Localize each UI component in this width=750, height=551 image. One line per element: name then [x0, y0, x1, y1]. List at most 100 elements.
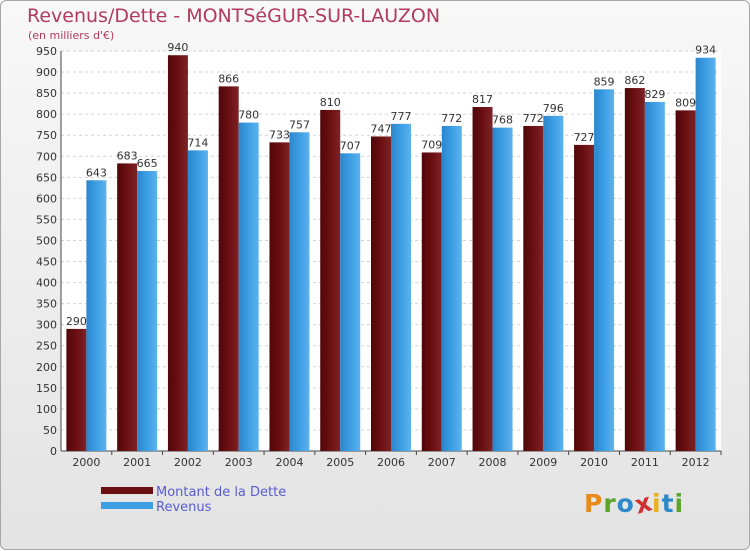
- y-tick-label: 500: [36, 234, 57, 247]
- legend-swatch-dette: [101, 487, 153, 494]
- data-label-dette: 810: [320, 96, 341, 109]
- bar-dette: [472, 107, 493, 451]
- logo-letter: i: [652, 489, 662, 518]
- data-label-dette: 683: [117, 149, 138, 162]
- y-tick-label: 0: [50, 445, 57, 458]
- data-label-revenus: 643: [86, 166, 107, 179]
- y-tick-label: 850: [36, 87, 57, 100]
- data-label-dette: 817: [472, 93, 493, 106]
- data-label-dette: 290: [66, 315, 87, 328]
- bar-dette: [218, 86, 239, 452]
- y-tick-label: 300: [36, 319, 57, 332]
- data-label-dette: 772: [523, 112, 544, 125]
- bar-revenus: [441, 125, 462, 452]
- data-label-revenus: 859: [594, 75, 615, 88]
- y-tick-label: 950: [36, 45, 57, 58]
- y-tick-label: 400: [36, 277, 57, 290]
- logo-letter: r: [603, 489, 617, 518]
- data-label-revenus: 780: [238, 109, 259, 122]
- x-tick-label: 2002: [174, 456, 202, 469]
- data-label-dette: 709: [421, 138, 442, 151]
- bar-revenus: [543, 115, 564, 451]
- y-tick-label: 550: [36, 213, 57, 226]
- y-tick-label: 150: [36, 382, 57, 395]
- data-label-dette: 866: [218, 72, 239, 85]
- x-tick-label: 2011: [631, 456, 659, 469]
- bar-dette: [624, 88, 645, 451]
- chart-title: Revenus/Dette - MONTSéGUR-SUR-LAUZON: [27, 5, 441, 27]
- logo-letter: i: [674, 489, 685, 518]
- bar-dette: [269, 142, 290, 452]
- bar-dette: [523, 125, 544, 452]
- data-label-revenus: 772: [441, 112, 462, 125]
- y-tick-label: 750: [36, 129, 57, 142]
- legend-swatch-revenus: [101, 502, 153, 509]
- bar-revenus: [391, 123, 411, 451]
- y-tick-label: 100: [36, 403, 57, 416]
- data-label-revenus: 934: [695, 44, 716, 57]
- data-label-revenus: 714: [187, 136, 208, 149]
- data-label-dette: 733: [269, 128, 290, 141]
- bar-dette: [675, 110, 696, 452]
- proxiti-logo: Proxiti: [584, 487, 685, 519]
- y-tick-label: 350: [36, 298, 57, 311]
- data-label-revenus: 707: [340, 139, 361, 152]
- data-label-revenus: 768: [492, 114, 513, 127]
- y-tick-label: 600: [36, 192, 57, 205]
- logo-letter: o: [616, 489, 635, 518]
- y-tick-label: 50: [43, 424, 57, 437]
- data-label-dette: 862: [624, 74, 645, 87]
- x-tick-label: 2006: [377, 456, 405, 469]
- bar-revenus: [594, 89, 615, 451]
- y-tick-label: 200: [36, 361, 57, 374]
- legend-label-dette: Montant de la Dette: [156, 485, 287, 500]
- data-label-revenus: 829: [644, 88, 665, 101]
- bar-dette: [574, 144, 595, 452]
- data-label-revenus: 757: [289, 118, 310, 131]
- chart-subtitle: (en milliers d'€): [28, 29, 115, 42]
- data-label-dette: 747: [371, 122, 392, 135]
- bar-revenus: [340, 153, 361, 451]
- logo-letter: t: [661, 489, 675, 518]
- legend-label-revenus: Revenus: [156, 500, 212, 515]
- y-tick-label: 450: [36, 256, 57, 269]
- data-label-revenus: 777: [391, 110, 412, 123]
- bar-revenus: [137, 171, 158, 451]
- x-tick-label: 2007: [428, 456, 456, 469]
- bar-revenus: [187, 150, 208, 452]
- x-tick-label: 2008: [479, 456, 507, 469]
- bar-revenus: [238, 122, 259, 451]
- data-label-dette: 940: [167, 41, 188, 54]
- bar-dette: [66, 328, 87, 451]
- bar-revenus: [86, 180, 107, 451]
- bar-dette: [167, 55, 188, 452]
- x-tick-label: 2001: [123, 456, 151, 469]
- y-tick-label: 700: [36, 150, 57, 163]
- x-tick-label: 2009: [529, 456, 557, 469]
- x-tick-label: 2004: [275, 456, 303, 469]
- bar-dette: [371, 136, 391, 451]
- data-label-dette: 727: [574, 131, 595, 144]
- data-label-revenus: 665: [137, 157, 158, 170]
- y-tick-label: 900: [36, 66, 57, 79]
- y-tick-label: 800: [36, 108, 57, 121]
- bar-dette: [117, 163, 138, 451]
- data-label-dette: 809: [675, 96, 696, 109]
- bar-revenus: [289, 132, 310, 451]
- data-label-revenus: 796: [543, 102, 564, 115]
- bar-revenus: [695, 57, 716, 451]
- x-tick-label: 2005: [326, 456, 354, 469]
- x-tick-label: 2010: [580, 456, 608, 469]
- x-tick-label: 2003: [225, 456, 253, 469]
- x-tick-label: 2012: [682, 456, 710, 469]
- x-tick-label: 2000: [72, 456, 100, 469]
- bar-revenus: [644, 101, 665, 452]
- bar-dette: [320, 109, 341, 452]
- y-tick-label: 650: [36, 171, 57, 184]
- y-tick-label: 250: [36, 340, 57, 353]
- bar-revenus: [492, 127, 513, 451]
- bar-dette: [421, 152, 442, 451]
- logo-letter: P: [584, 489, 604, 518]
